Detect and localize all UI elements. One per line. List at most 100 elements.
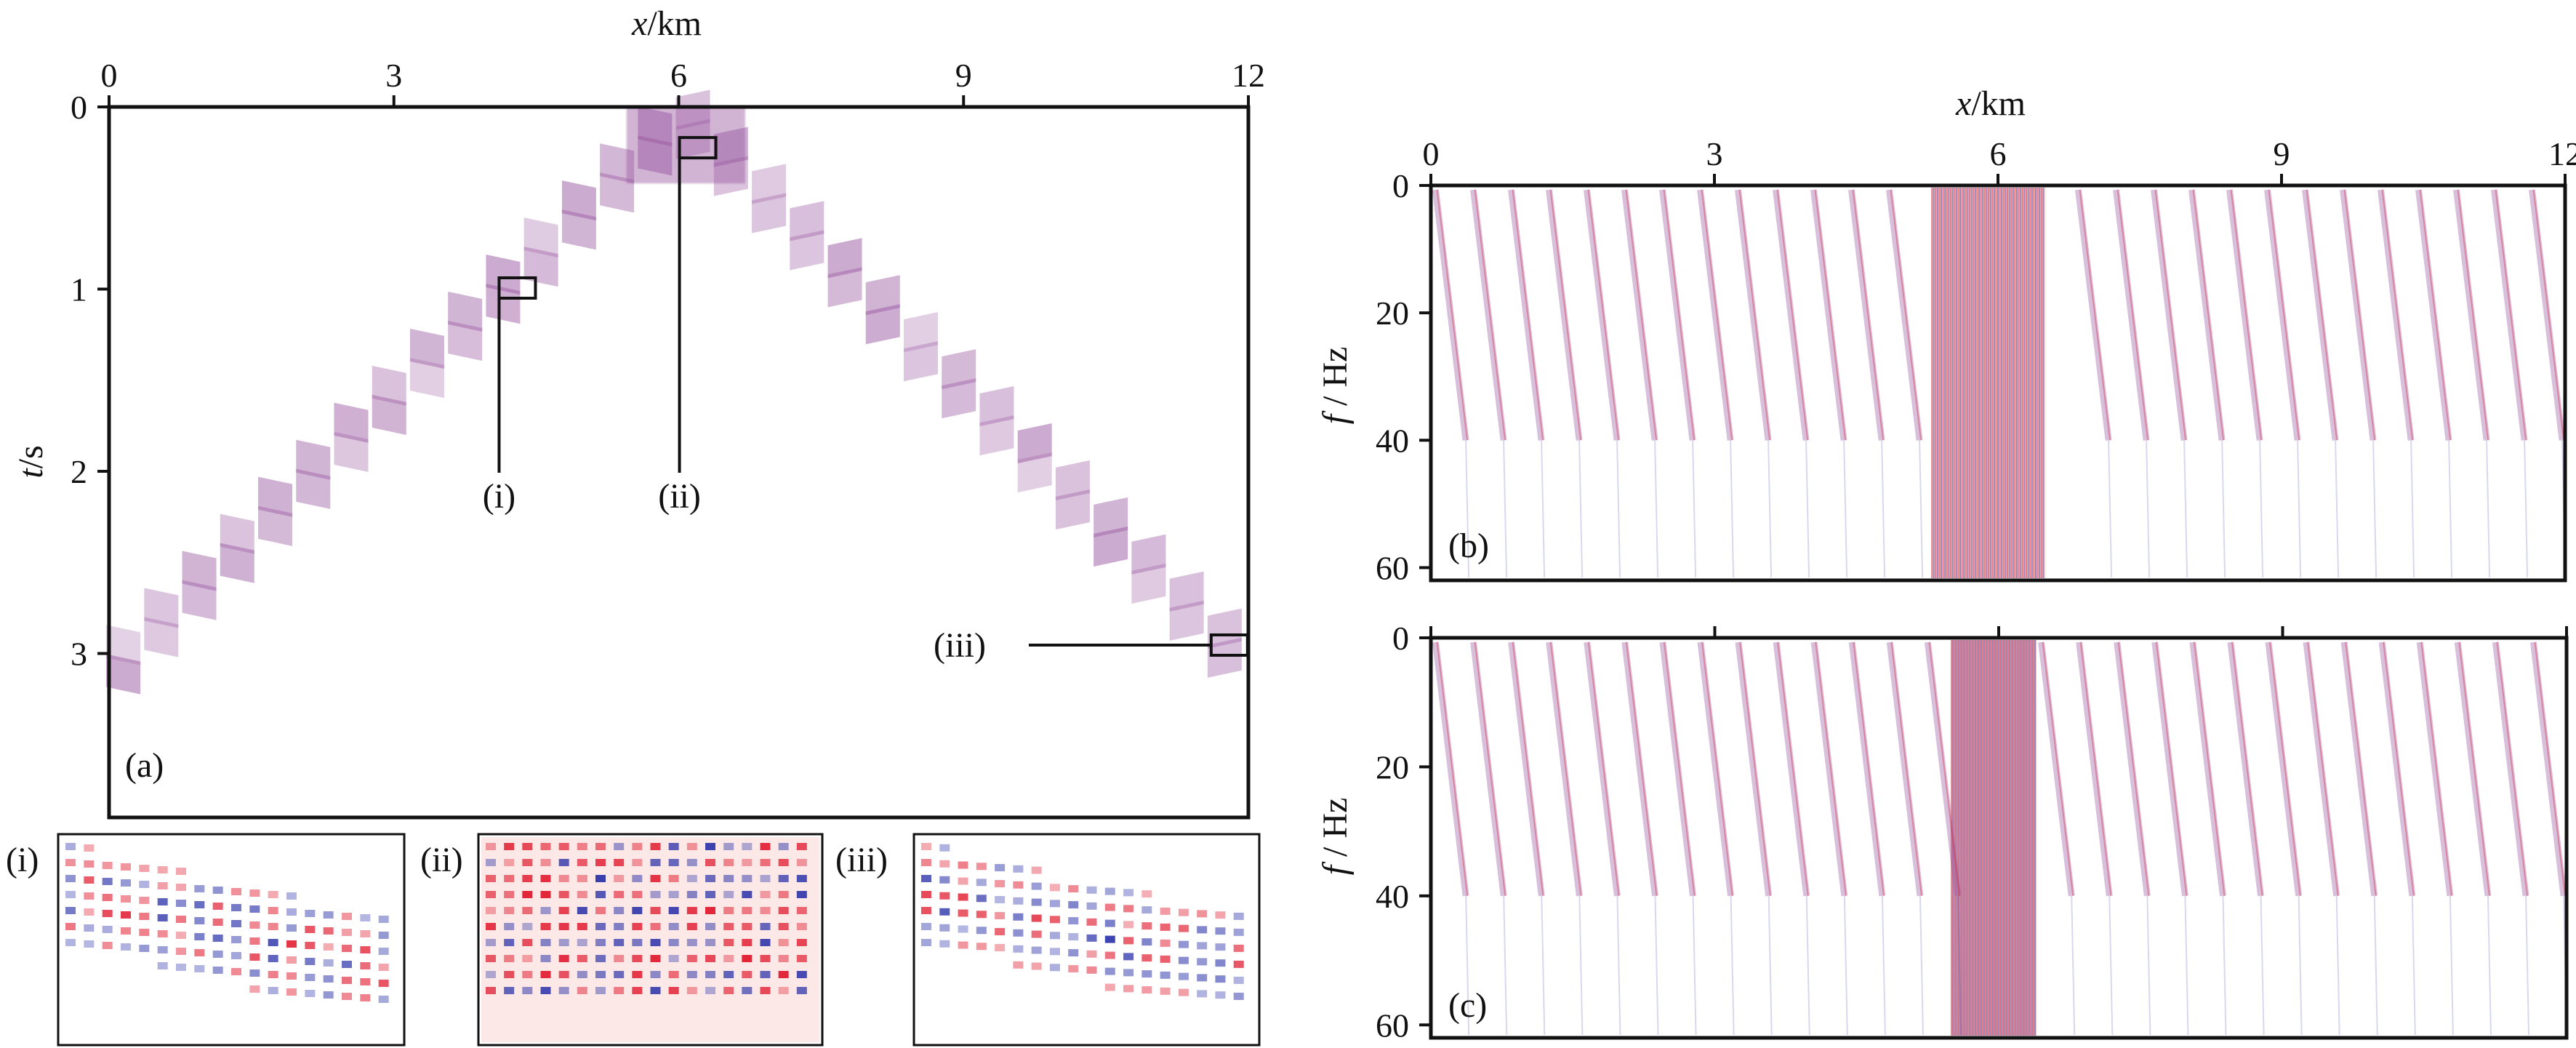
- inset-wavelet: [1031, 962, 1042, 970]
- inset-wavelet: [65, 907, 76, 914]
- trace-tail: [1919, 895, 1924, 1036]
- slanted-trace: [2075, 189, 2112, 441]
- inset-wavelet: [231, 952, 241, 959]
- inset-wavelet: [504, 955, 515, 962]
- slanted-trace: [1697, 189, 1734, 441]
- panel-a-event-patches: [106, 89, 1242, 695]
- inset-wavelet: [760, 955, 771, 962]
- inset-wavelet: [760, 875, 771, 882]
- slanted-trace-core: [1549, 189, 1582, 441]
- event-patch: [675, 89, 710, 130]
- inset-wavelet: [1233, 992, 1244, 1000]
- inset-wavelet: [705, 875, 715, 882]
- inset-wavelet: [486, 923, 496, 930]
- slanted-trace-core: [1739, 641, 1771, 896]
- slanted-trace: [1546, 641, 1583, 897]
- inset-wavelet: [65, 891, 76, 898]
- slanted-trace: [1621, 189, 1658, 441]
- inset-wavelet: [1104, 887, 1115, 895]
- slanted-trace: [2265, 641, 2303, 897]
- inset-wavelet: [595, 859, 606, 866]
- inset-wavelet: [360, 946, 371, 953]
- panel-c-traces: [1432, 640, 2568, 1036]
- inset-wavelet: [939, 940, 950, 948]
- inset-wavelet: [231, 888, 241, 895]
- event-patch: [1207, 637, 1242, 678]
- event-patch: [144, 617, 179, 657]
- slanted-trace: [2114, 641, 2151, 897]
- inset-wavelet: [360, 994, 371, 1001]
- inset-wavelet: [194, 965, 205, 972]
- inset-wavelet: [778, 971, 789, 978]
- inset-wavelet: [595, 875, 606, 882]
- inset-wavelet: [342, 977, 352, 984]
- inset-wavelet: [176, 948, 186, 955]
- event-patch: [372, 394, 406, 436]
- inset-wavelet: [939, 844, 950, 852]
- inset-wavelet: [1233, 960, 1244, 968]
- slanted-trace: [2529, 641, 2567, 897]
- inset-wavelet: [939, 924, 950, 932]
- inset-wavelet: [139, 865, 150, 872]
- inset-wavelet: [686, 891, 697, 898]
- slanted-trace: [1584, 641, 1621, 897]
- trace-tail: [1578, 440, 1584, 578]
- inset-wavelet: [742, 843, 753, 850]
- trace-tail: [2335, 440, 2340, 578]
- trace-tail: [2071, 895, 2076, 1036]
- inset-wavelet: [342, 945, 352, 952]
- inset-wavelet: [486, 891, 496, 898]
- inset-iii: (iii): [835, 833, 1261, 1047]
- inset-iii-wavelets: [921, 843, 1244, 1000]
- inset-wavelet: [1141, 938, 1152, 946]
- inset-wavelet: [1197, 974, 1208, 982]
- panel-a-callouts: (i) (ii) (iii): [483, 136, 1249, 665]
- inset-wavelet: [577, 875, 587, 882]
- inset-wavelet: [939, 892, 950, 900]
- slanted-trace: [1508, 641, 1545, 897]
- inset-wavelet: [1013, 929, 1024, 937]
- inset-wavelet: [540, 859, 551, 866]
- inset-wavelet: [212, 919, 223, 926]
- slanted-trace-core: [2343, 189, 2376, 441]
- event-patch: [865, 304, 900, 345]
- inset-wavelet: [1104, 919, 1115, 927]
- inset-wavelet: [84, 876, 95, 884]
- inset-wavelet: [705, 843, 715, 850]
- event-patch: [561, 209, 596, 250]
- inset-wavelet: [305, 958, 316, 965]
- inset-wavelet: [595, 843, 606, 850]
- inset-wavelet: [139, 897, 150, 904]
- slanted-trace: [1508, 189, 1545, 441]
- slanted-trace: [2188, 189, 2226, 441]
- inset-wavelet: [558, 971, 569, 978]
- event-patch: [1094, 526, 1128, 567]
- inset-wavelet: [595, 939, 606, 946]
- inset-wavelet: [595, 923, 606, 930]
- inset-wavelet: [650, 843, 661, 850]
- trace-tail: [1768, 440, 1773, 578]
- inset-wavelet: [723, 891, 734, 898]
- slanted-trace-core: [1512, 641, 1544, 896]
- panel-b-x-unit: /km: [1971, 84, 2026, 123]
- inset-wavelet: [650, 907, 661, 914]
- inset-wavelet: [1013, 865, 1024, 873]
- slanted-trace: [2529, 189, 2566, 441]
- inset-wavelet: [522, 907, 533, 914]
- event-patch: [409, 328, 444, 369]
- inset-wavelet: [504, 859, 515, 866]
- inset-wavelet: [796, 939, 807, 946]
- inset-wavelet: [1104, 967, 1115, 975]
- inset-wavelet: [1086, 918, 1097, 926]
- inset-wavelet: [760, 971, 771, 978]
- inset-wavelet: [1215, 959, 1226, 967]
- inset-wavelet: [378, 948, 389, 955]
- inset-wavelet: [1197, 958, 1208, 966]
- inset-ii-label: (ii): [420, 841, 463, 879]
- event-patch: [903, 312, 938, 353]
- inset-wavelet: [632, 971, 643, 978]
- inset-wavelet: [705, 987, 715, 994]
- inset-wavelet: [1123, 889, 1134, 897]
- slanted-trace-core: [2383, 641, 2415, 896]
- dense-zone: [1951, 640, 2037, 1036]
